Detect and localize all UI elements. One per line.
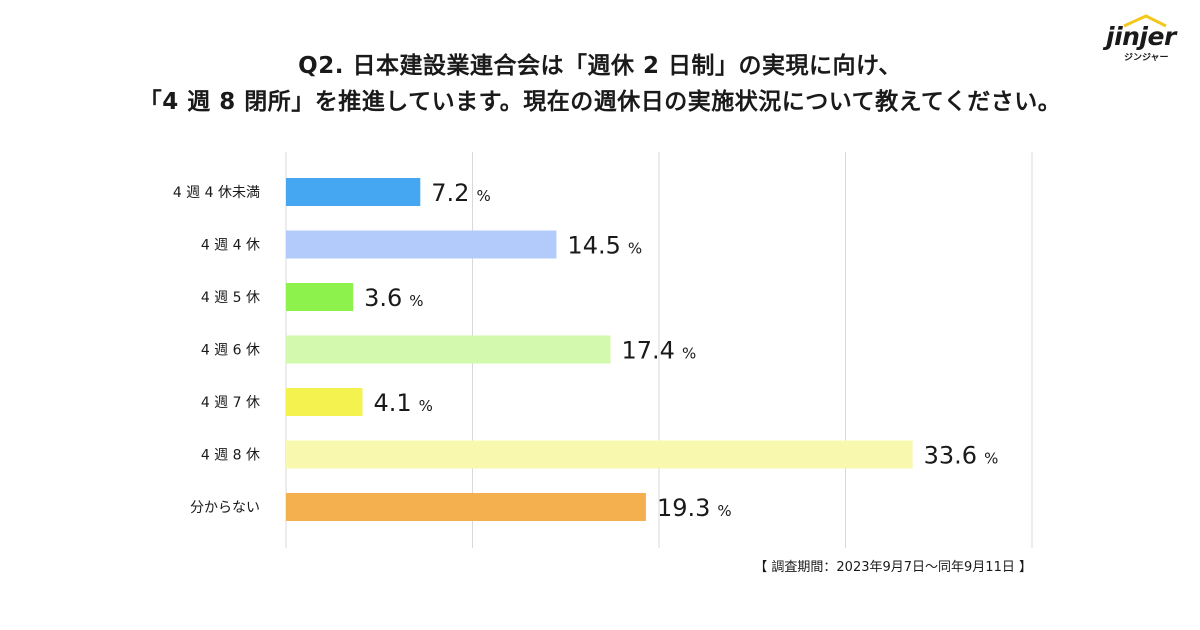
value-label: 17.4 [622,337,675,365]
category-label: 4 週 8 休 [201,448,260,464]
category-label: 4 週 5 休 [201,290,260,306]
value-label: 4.1 [373,389,411,417]
bar-2 [286,283,354,311]
bar-4 [286,388,363,416]
percent-unit-label: % [717,502,731,520]
percent-unit-label: % [628,240,642,258]
percent-unit-label: % [476,187,490,205]
logo-kana: ジンジャー [1124,53,1169,63]
logo-wordmark: jinjer [1106,22,1176,51]
chart-title-line-1: Q2. 日本建設業連合会は「週休 2 日制」の実現に向け、 [298,53,902,79]
category-label: 4 週 7 休 [201,395,260,411]
chart-title: Q2. 日本建設業連合会は「週休 2 日制」の実現に向け、 「4 週 8 閉所」… [0,48,1200,120]
percent-unit-label: % [682,345,696,363]
bar-6 [286,493,646,521]
chart-title-line-2: 「4 週 8 閉所」を推進しています。現在の週休日の実施状況について教えてくださ… [138,89,1062,115]
bar-0 [286,178,421,206]
bar-1 [286,230,557,259]
survey-period-footnote: 【 調査期間：2023年9月7日〜同年9月11日 】 [754,560,1032,575]
percent-unit-label: % [419,397,433,415]
value-label: 19.3 [657,494,710,522]
value-label: 7.2 [431,179,469,207]
logo-roof-icon [1123,14,1167,28]
category-label: 4 週 4 休 [201,238,260,254]
category-label: 分からない [190,500,260,516]
category-label: 4 週 6 休 [201,343,260,359]
bar-3 [286,335,611,364]
percent-unit-label: % [409,292,423,310]
value-label: 14.5 [567,232,620,260]
value-label: 3.6 [364,284,402,312]
category-label: 4 週 4 休未満 [173,185,260,201]
percent-unit-label: % [984,450,998,468]
bar-5 [286,440,913,469]
value-label: 33.6 [924,442,977,470]
jinjer-logo: jinjer ジンジャー [1100,8,1192,66]
